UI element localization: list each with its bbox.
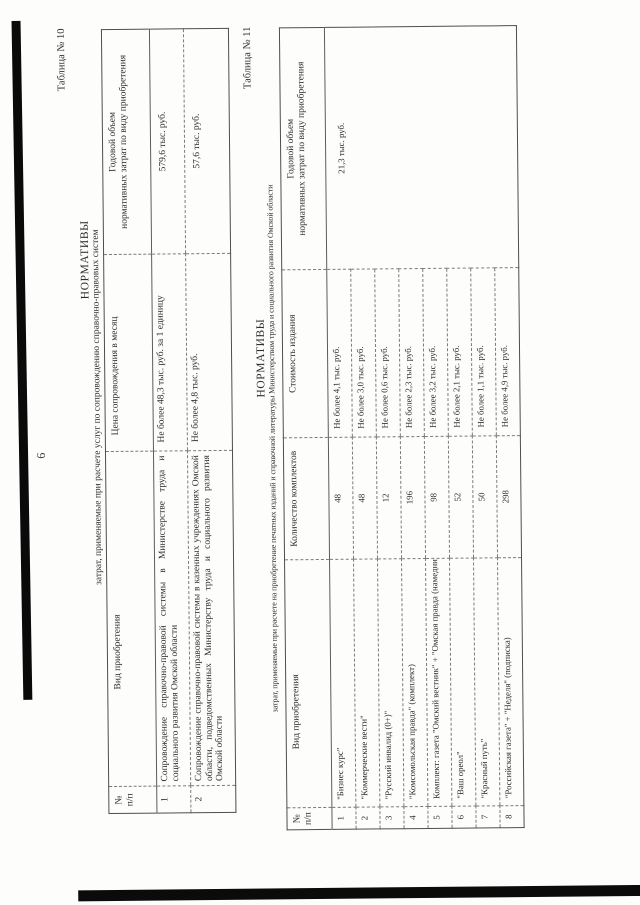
- cell-cost: Не более 4,1 тыс. руб.: [326, 269, 353, 438]
- cell-kind: Сопровождение справочно-правовой системы…: [153, 450, 191, 787]
- cell-kind: Комплект: газета "Омский вестник" + "Омс…: [425, 558, 452, 807]
- cell-annual-total: 21,3 тыс. руб.: [324, 25, 519, 270]
- cell-num: 7: [475, 805, 501, 829]
- header-kind: Вид приобретения: [105, 451, 157, 787]
- cell-qty: 50: [472, 435, 498, 559]
- table-row: 2 Сопровождение справочно-правовой систе…: [183, 28, 236, 813]
- header-num: № п/п: [286, 807, 333, 830]
- cell-cost: Не более 1,1 тыс. руб.: [470, 267, 497, 437]
- cell-kind: "Красный путь": [473, 557, 500, 807]
- cell-cost: Не более 2,3 тыс. руб.: [398, 268, 425, 437]
- cell-qty: 48: [328, 437, 354, 560]
- header-price: Цена сопровождения в месяц: [103, 254, 154, 452]
- cell-cost: Не более 3,0 тыс. руб.: [350, 268, 377, 438]
- header-num-line2: п/п: [302, 812, 314, 826]
- cell-annual: 57,6 тыс. руб.: [183, 28, 231, 254]
- cell-cost: Не более 2,1 тыс. руб.: [446, 268, 473, 437]
- cell-num: 5: [427, 806, 453, 829]
- header-num-line1: №: [114, 795, 125, 805]
- cell-cost: Не более 4,9 тыс. руб.: [494, 267, 521, 436]
- cell-num: 3: [379, 806, 405, 829]
- table-10: № п/п Вид приобретения Цена сопровождения…: [100, 27, 237, 815]
- header-qty: Количество комплектов: [283, 437, 330, 560]
- table-11-header-row: № п/п Вид приобретения Количество комплек…: [279, 27, 333, 830]
- table-11: № п/п Вид приобретения Количество комплек…: [278, 25, 525, 831]
- cell-kind: "Коммерческие вести": [353, 558, 380, 808]
- table-10-header-row: № п/п Вид приобретения Цена сопровождения…: [101, 29, 157, 814]
- header-num: № п/п: [108, 786, 157, 814]
- cell-qty: 52: [448, 436, 474, 559]
- header-num-line1: №: [292, 814, 303, 824]
- cell-cost: Не более 0,6 тыс. руб.: [374, 268, 401, 437]
- cell-num: 1: [156, 785, 191, 814]
- cell-num: 2: [190, 785, 236, 813]
- page-number: 6: [33, 452, 49, 459]
- cell-price: Не более 48,3 тыс. руб. за 1 единицу: [151, 253, 188, 452]
- header-annual: Годовой объем нормативных затрат по виду …: [101, 29, 152, 255]
- cell-kind: "Бизнес курс": [329, 559, 356, 808]
- cell-kind: "Российская газета" + "Неделя" (подписка…: [497, 557, 524, 806]
- cell-qty: 298: [496, 435, 522, 558]
- cell-cost: Не более 3,2 тыс. руб.: [422, 268, 449, 437]
- cell-qty: 12: [376, 436, 402, 559]
- cell-num: 8: [499, 805, 525, 828]
- cell-num: 1: [331, 807, 357, 830]
- table11-caption: Таблица № 11: [241, 26, 254, 90]
- scan-edge-artifact-top: [11, 20, 33, 700]
- cell-num: 6: [451, 806, 477, 829]
- cell-qty: 98: [424, 436, 450, 559]
- cell-kind: Сопровождение справочно-правовой системы…: [187, 450, 236, 786]
- scan-edge-artifact-left: [78, 884, 640, 902]
- cell-num: 4: [403, 806, 429, 829]
- header-annual-line2: нормативных затрат по виду приобретения: [117, 54, 130, 229]
- header-annual-line2: нормативных затрат по виду приобретения: [295, 61, 308, 236]
- section10-heading: НОРМАТИВЫ: [78, 220, 92, 300]
- cell-kind: "Русский инвалид (0+)": [377, 558, 404, 807]
- section11-heading: НОРМАТИВЫ: [254, 318, 268, 398]
- header-annual: Годовой объем нормативных затрат по виду …: [279, 27, 327, 270]
- cell-num: 2: [355, 806, 381, 830]
- header-num-line2: п/п: [124, 793, 135, 807]
- cell-qty: 196: [400, 436, 426, 559]
- cell-annual: 579,6 тыс. руб.: [149, 28, 186, 255]
- cell-kind: "Комсомольская правда" (комплект): [401, 558, 428, 807]
- cell-qty: 48: [352, 436, 378, 560]
- cell-price: Не более 4,8 тыс. руб.: [185, 253, 233, 451]
- header-cost: Стоимость издания: [281, 269, 329, 438]
- section11-subheading: затрат, применяемые при расчете на приоб…: [265, 184, 280, 713]
- cell-kind: "Ваш ореол": [449, 558, 476, 807]
- table10-caption: Таблица № 10: [55, 28, 68, 92]
- header-kind: Вид приобретения: [284, 559, 332, 808]
